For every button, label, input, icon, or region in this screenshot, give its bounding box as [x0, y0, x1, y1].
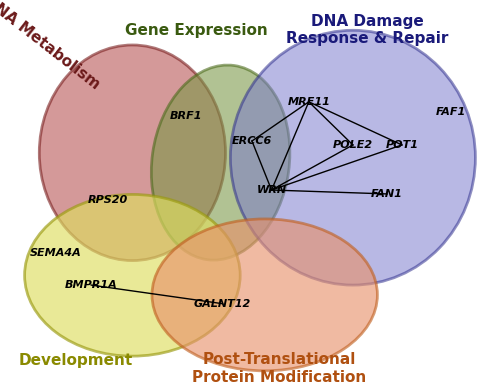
Text: ERCC6: ERCC6	[232, 136, 272, 146]
Text: BRF1: BRF1	[170, 110, 202, 121]
Text: FAF1: FAF1	[436, 107, 466, 117]
Ellipse shape	[152, 219, 378, 371]
Text: Gene Expression: Gene Expression	[124, 23, 268, 38]
Text: POLE2: POLE2	[333, 140, 373, 150]
Text: DNA Damage
Response & Repair: DNA Damage Response & Repair	[286, 14, 449, 47]
Ellipse shape	[40, 45, 226, 261]
Text: RPS20: RPS20	[88, 195, 128, 205]
Text: SEMA4A: SEMA4A	[30, 248, 82, 258]
Text: MRE11: MRE11	[288, 97, 330, 107]
Text: BMPR1A: BMPR1A	[65, 280, 118, 290]
Text: RNA Metabolism: RNA Metabolism	[0, 0, 102, 92]
Text: WRN: WRN	[256, 185, 286, 195]
Text: POT1: POT1	[386, 140, 418, 150]
Ellipse shape	[24, 194, 240, 356]
Ellipse shape	[230, 30, 476, 285]
Text: GALNT12: GALNT12	[194, 299, 251, 309]
Ellipse shape	[152, 65, 290, 260]
Text: Post-Translational
Protein Modification: Post-Translational Protein Modification	[192, 352, 366, 382]
Text: FAN1: FAN1	[372, 189, 403, 199]
Text: Development: Development	[18, 353, 132, 368]
